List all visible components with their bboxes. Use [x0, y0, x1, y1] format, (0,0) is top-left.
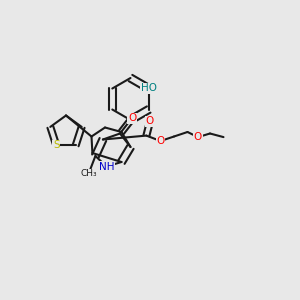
- Text: S: S: [53, 140, 60, 150]
- Text: O: O: [194, 132, 202, 142]
- Text: O: O: [146, 116, 154, 127]
- Text: NH: NH: [99, 161, 114, 172]
- Text: CH₃: CH₃: [80, 169, 97, 178]
- Text: HO: HO: [141, 83, 157, 94]
- Text: O: O: [128, 113, 136, 124]
- Text: O: O: [156, 136, 165, 146]
